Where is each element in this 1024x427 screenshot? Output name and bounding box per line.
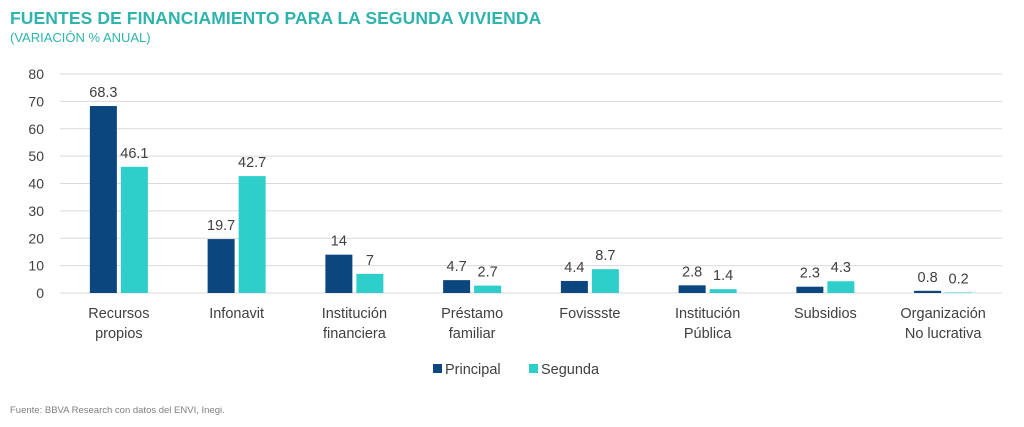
data-labels: 68.3 46.1 19.7 42.7 14 7 4.7 2.7 4.4 8.7 2.8 1.4 2.3… [89,85,968,287]
y-tick-label: 40 [28,176,44,192]
bar-segunda [827,281,855,293]
bar-segunda [356,273,384,293]
data-label: 2.8 [682,264,702,280]
data-label: 4.7 [447,259,467,275]
data-label: 0.8 [918,270,938,286]
data-label: 1.4 [713,268,733,284]
bar-principal [560,280,588,293]
y-axis: 0 10 20 30 40 50 60 70 80 [28,66,44,301]
data-label: 14 [331,234,347,250]
category-label: Institución [675,306,740,322]
bar-principal [796,286,824,293]
chart-title: FUENTES DE FINANCIAMIENTO PARA LA SEGUND… [10,8,542,28]
category-label: Subsidios [794,306,857,322]
category-label: Infonavit [209,306,264,322]
y-tick-label: 0 [36,285,44,301]
data-label: 2.7 [478,265,498,281]
data-label: 19.7 [207,218,235,234]
data-label: 8.7 [595,248,615,264]
category-label: propios [95,326,143,342]
data-label: 4.4 [564,260,584,276]
category-label: Institución [322,306,387,322]
bar-principal [678,285,706,293]
data-label: 0.2 [949,271,969,287]
data-label: 46.1 [120,146,148,162]
category-label: Recursos [88,306,149,322]
legend: Principal Segunda [433,362,600,378]
bar-segunda [120,166,148,293]
legend-label: Principal [445,362,501,378]
category-label: Pública [684,326,732,342]
bar-segunda [238,176,266,293]
bar-segunda [474,285,502,293]
y-tick-label: 20 [28,230,44,246]
source-note: Fuente: BBVA Research con datos del ENVI… [10,405,225,416]
data-label: 4.3 [831,260,851,276]
y-tick-label: 60 [28,121,44,137]
y-tick-label: 10 [28,258,44,274]
bar-principal [443,280,471,293]
bar-principal [914,290,942,293]
y-tick-label: 80 [28,66,44,82]
bars [89,106,973,293]
legend-label: Segunda [541,362,600,378]
category-label: No lucrativa [905,326,982,342]
bar-segunda [709,289,737,293]
y-tick-label: 50 [28,148,44,164]
data-label: 68.3 [89,85,117,101]
category-label: financiera [323,326,387,342]
bar-principal [325,254,353,293]
category-label: Préstamo [441,306,503,322]
bar-principal [89,106,117,293]
bar-segunda [945,292,973,293]
y-tick-label: 70 [28,93,44,109]
legend-swatch-principal [433,364,442,373]
data-label: 42.7 [238,155,266,171]
data-label: 7 [366,253,374,269]
gridlines [60,73,1002,294]
category-label: familiar [449,326,496,342]
x-axis: Recursos propios Infonavit Institución finan… [88,306,986,342]
category-label: Fovissste [559,306,620,322]
bar-chart: 0 10 20 30 40 50 60 70 80 68.3 46.1 19.7 42.7 14 7 4.7… [28,66,1002,378]
legend-swatch-segunda [529,364,538,373]
category-label: Organización [900,306,985,322]
data-label: 2.3 [800,266,820,282]
y-tick-label: 30 [28,203,44,219]
bar-segunda [591,269,619,293]
chart-subtitle: (VARIACIÓN % ANUAL) [10,30,151,45]
bar-principal [207,239,235,293]
